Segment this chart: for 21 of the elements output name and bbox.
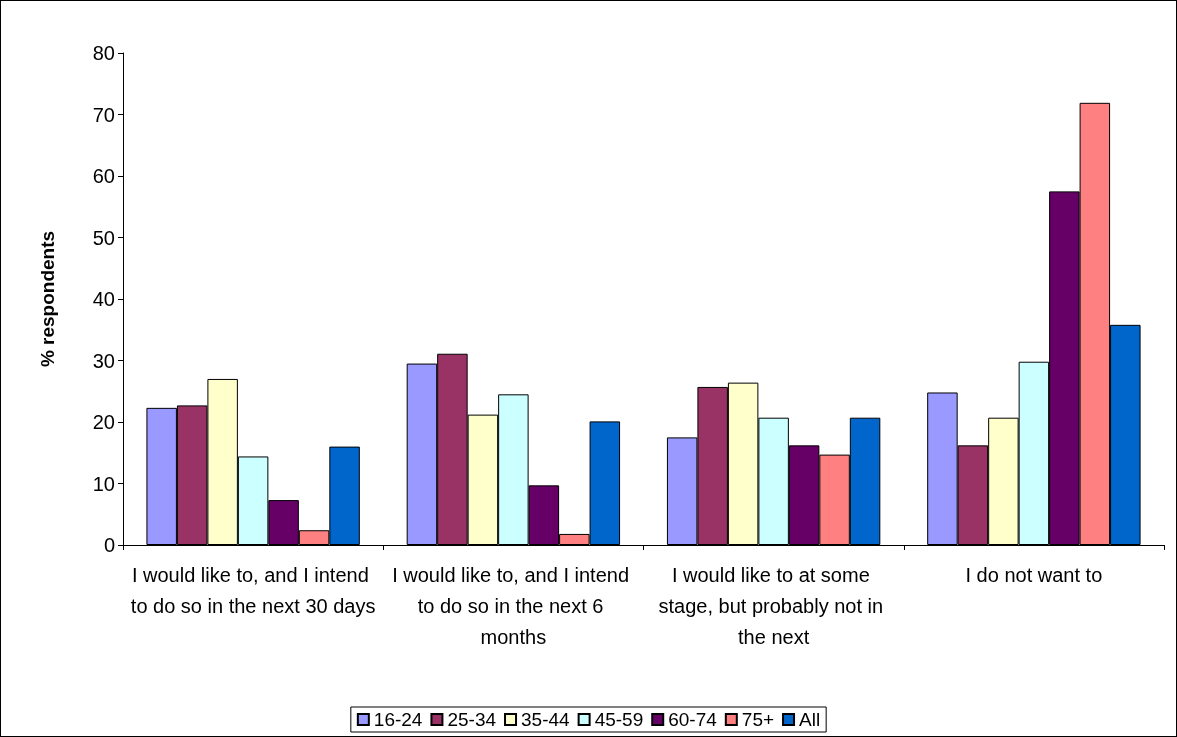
legend-label: 16-24 — [373, 709, 423, 730]
y-tick-label: 80 — [92, 42, 115, 64]
y-tick-label: 60 — [92, 165, 115, 187]
legend-label: 45-59 — [594, 709, 644, 730]
legend-label: 25-34 — [447, 709, 497, 730]
y-tick-label: 0 — [103, 534, 115, 556]
y-tick-label: 50 — [92, 226, 115, 249]
y-tick-label: 40 — [92, 288, 115, 310]
x-tick-label: I would like to at some stage, but probably not in the next — [658, 563, 889, 648]
y-axis-title: % respondents — [37, 230, 58, 368]
x-tick-label: I would like to, and I intend to do so in the next 6 months — [392, 563, 635, 648]
legend-label: All — [799, 709, 821, 730]
y-tick-label: 20 — [92, 411, 115, 433]
y-tick-label: 70 — [92, 103, 115, 126]
x-tick-label: I would like to, and I intend to do so in the next 30 days — [130, 563, 376, 617]
legend-label: 75+ — [741, 709, 775, 730]
x-tick-label: I do not want to — [965, 563, 1103, 586]
legend-label: 60-74 — [668, 709, 718, 730]
y-tick-label: 30 — [92, 349, 115, 372]
legend-label: 35-44 — [521, 709, 571, 730]
y-tick-label: 10 — [92, 472, 115, 495]
